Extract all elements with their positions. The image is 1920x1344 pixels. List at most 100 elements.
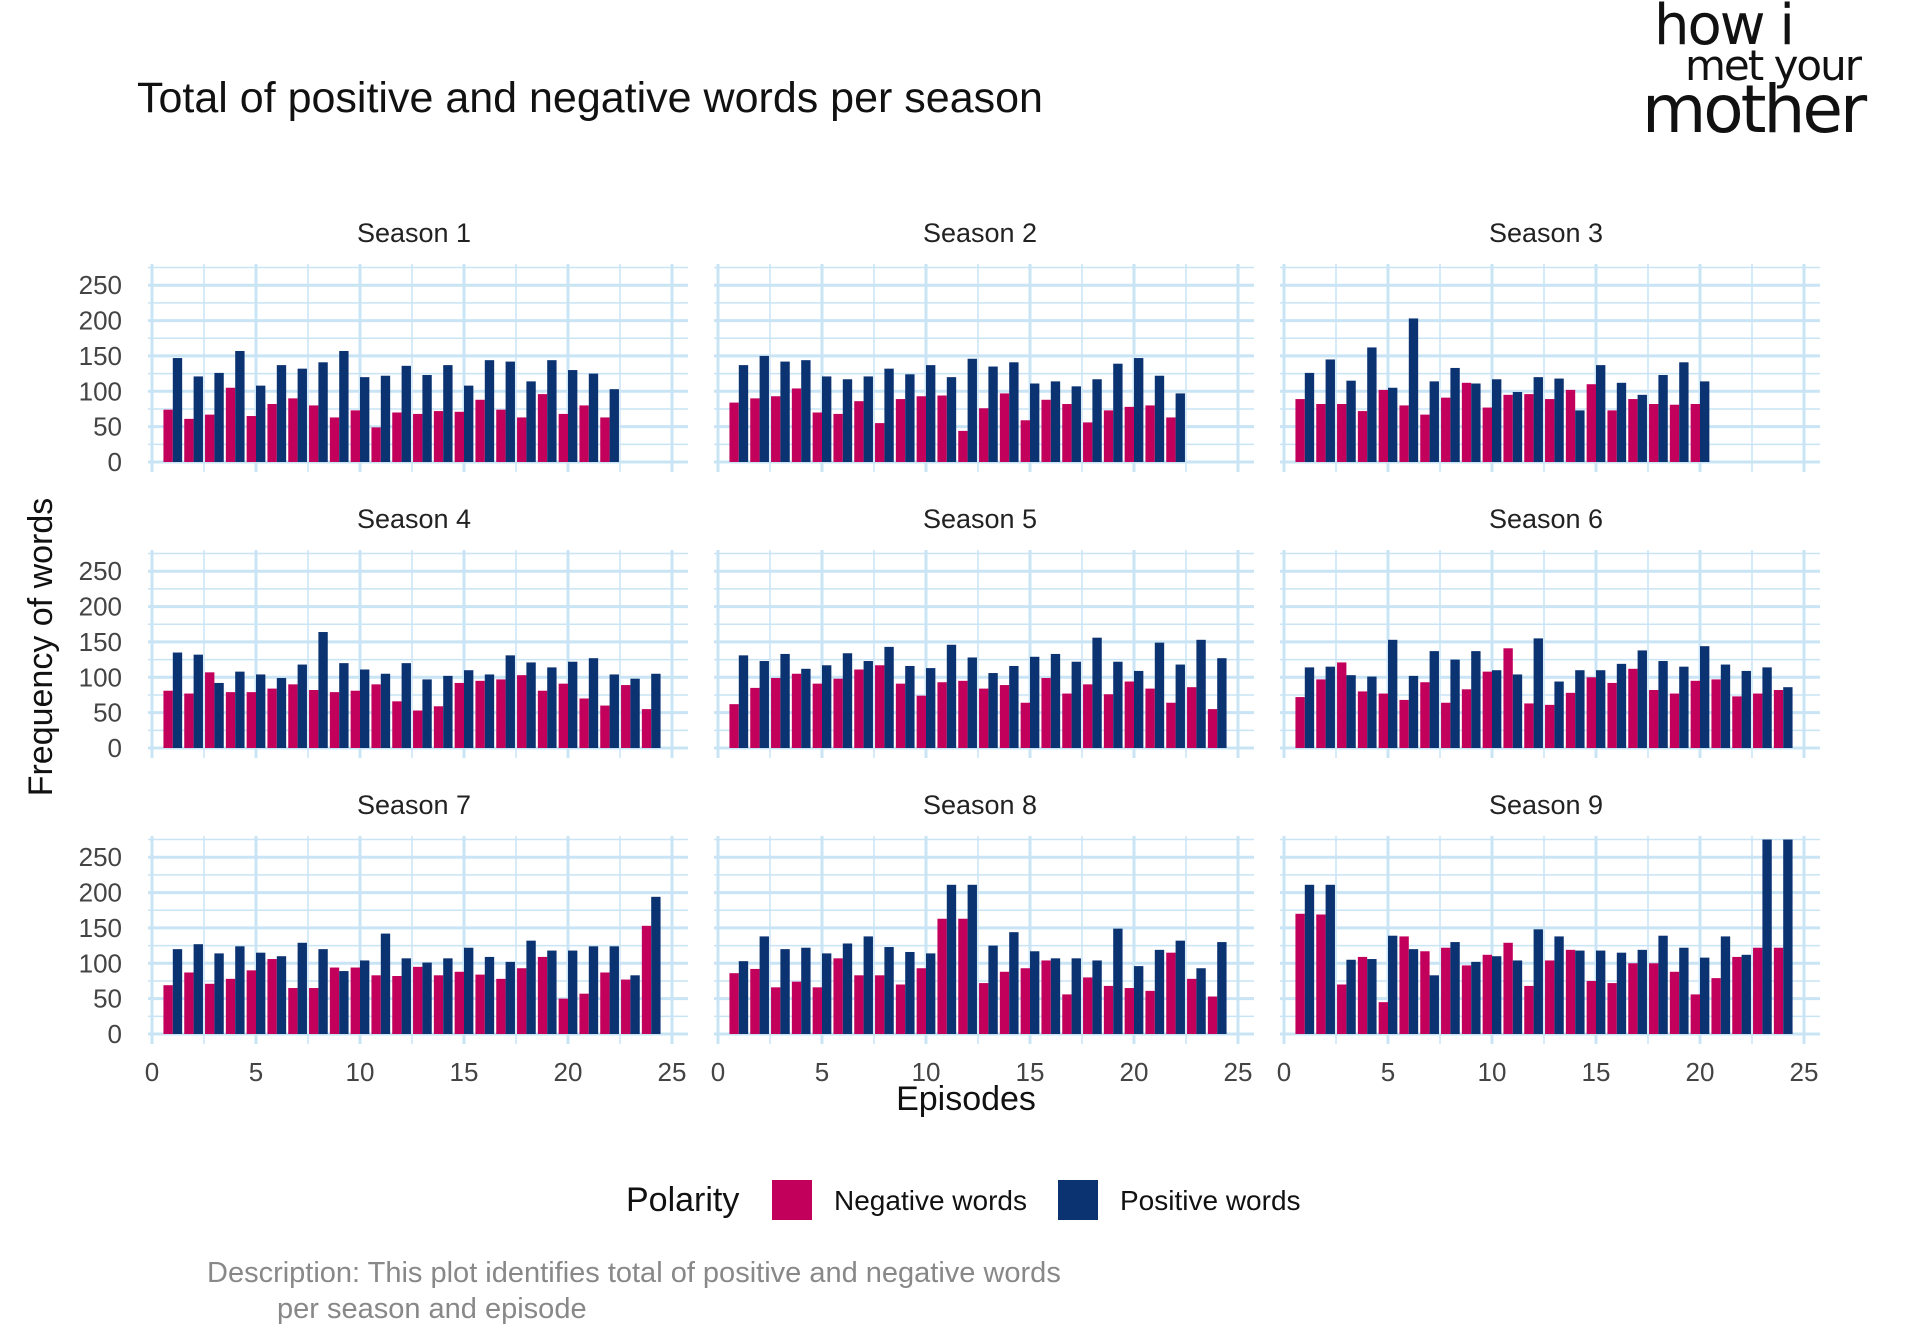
bar-positive — [1471, 651, 1481, 748]
bar-positive — [967, 657, 977, 748]
bar-positive — [484, 956, 495, 1034]
x-tick-label: 0 — [1277, 1057, 1291, 1087]
bar-positive — [1388, 935, 1398, 1034]
bar-negative — [413, 966, 423, 1034]
bar-positive — [1325, 666, 1335, 748]
bar-positive — [360, 377, 370, 462]
bar-negative — [641, 925, 652, 1034]
bar-positive — [464, 947, 474, 1034]
x-tick-label: 20 — [1120, 1057, 1149, 1087]
x-tick-label: 5 — [815, 1057, 829, 1087]
bar-positive — [1762, 667, 1772, 748]
bar-negative — [1628, 399, 1638, 462]
bar-negative — [392, 976, 402, 1034]
bar-positive — [801, 947, 811, 1034]
bar-positive — [842, 379, 853, 462]
y-tick-label: 250 — [79, 842, 122, 872]
bar-negative — [579, 405, 589, 462]
bar-negative — [1399, 699, 1409, 748]
bar-positive — [1616, 382, 1627, 462]
bar-negative — [329, 692, 340, 748]
bar-negative — [517, 417, 527, 462]
bar-negative — [163, 985, 173, 1034]
bar-negative — [1503, 942, 1513, 1034]
bar-negative — [750, 687, 760, 748]
bar-negative — [1607, 983, 1617, 1034]
bar-negative — [812, 412, 822, 462]
bar-positive — [946, 644, 957, 748]
bar-negative — [517, 968, 527, 1034]
bar-negative — [1503, 394, 1513, 462]
bar-positive — [1492, 379, 1502, 462]
bar-negative — [1565, 389, 1576, 462]
bar-negative — [1649, 963, 1659, 1034]
x-tick-label: 5 — [1381, 1057, 1395, 1087]
bar-negative — [288, 988, 298, 1034]
bar-negative — [1649, 404, 1659, 462]
bar-positive — [1113, 928, 1123, 1034]
y-tick-label: 0 — [108, 1019, 122, 1049]
bar-negative — [309, 988, 319, 1034]
bar-positive — [1658, 661, 1668, 748]
x-tick-label: 0 — [711, 1057, 725, 1087]
bar-positive — [1637, 650, 1647, 748]
bar-negative — [1145, 688, 1155, 748]
bar-positive — [172, 652, 183, 748]
bar-positive — [1388, 639, 1398, 748]
bar-negative — [184, 972, 194, 1034]
bar-negative — [1020, 968, 1030, 1034]
y-tick-label: 150 — [79, 913, 122, 943]
bar-negative — [1207, 996, 1218, 1034]
bar-positive — [568, 950, 578, 1034]
bar-positive — [926, 365, 936, 462]
bar-positive — [443, 675, 453, 748]
bar-positive — [1512, 674, 1523, 748]
bar-negative — [750, 398, 760, 462]
bar-negative — [621, 979, 631, 1034]
y-tick-label: 200 — [79, 592, 122, 622]
x-tick-label: 15 — [1016, 1057, 1045, 1087]
facet-3: Season 3 — [1280, 218, 1820, 472]
bar-positive — [1175, 940, 1185, 1034]
bar-negative — [579, 698, 589, 748]
bar-negative — [1732, 956, 1742, 1034]
bar-negative — [791, 981, 802, 1034]
bar-negative — [1482, 671, 1492, 748]
bar-positive — [1554, 936, 1564, 1034]
bar-negative — [1316, 679, 1326, 748]
bar-negative — [184, 418, 194, 462]
bar-positive — [1533, 377, 1543, 462]
y-tick-label: 50 — [93, 412, 122, 442]
bar-positive — [588, 373, 599, 462]
facet-label: Season 2 — [923, 218, 1037, 248]
bar-positive — [905, 374, 915, 462]
bar-positive — [1408, 318, 1419, 462]
bar-negative — [371, 684, 381, 748]
bar-negative — [1753, 947, 1763, 1034]
bar-negative — [433, 411, 444, 462]
bar-positive — [1134, 670, 1144, 748]
bar-negative — [875, 665, 885, 748]
bar-positive — [1154, 375, 1165, 462]
x-tick-label: 10 — [912, 1057, 941, 1087]
bar-positive — [1071, 661, 1081, 748]
bar-negative — [1586, 980, 1596, 1034]
bar-positive — [988, 366, 998, 462]
bar-negative — [600, 417, 610, 462]
bar-positive — [1783, 687, 1793, 748]
bar-positive — [339, 663, 349, 748]
bar-positive — [1533, 638, 1543, 748]
bar-positive — [1512, 391, 1523, 462]
bar-negative — [1337, 984, 1347, 1034]
bar-positive — [193, 944, 203, 1034]
bar-negative — [1441, 947, 1451, 1034]
bar-negative — [433, 975, 444, 1034]
show-logo: how i met your mother — [1642, 0, 1871, 148]
bar-negative — [1083, 684, 1093, 748]
bar-negative — [854, 669, 864, 748]
logo-line-2: met your — [1685, 41, 1863, 90]
bar-negative — [1690, 994, 1700, 1034]
legend: Polarity Negative words Positive words — [626, 1180, 1301, 1220]
bar-negative — [600, 972, 610, 1034]
bar-positive — [1346, 959, 1356, 1034]
